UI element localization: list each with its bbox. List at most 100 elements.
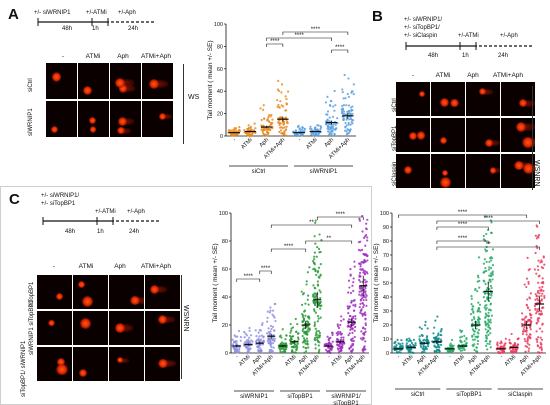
data-point xyxy=(502,349,505,352)
data-point xyxy=(539,313,542,316)
y-tick-label: 80 xyxy=(217,44,223,50)
y-tick-label: 0 xyxy=(220,134,223,140)
data-point xyxy=(358,287,362,290)
data-point xyxy=(419,343,422,346)
data-point xyxy=(471,335,474,338)
data-point xyxy=(472,316,476,319)
data-point xyxy=(347,291,350,294)
data-point xyxy=(302,317,306,320)
data-point xyxy=(488,279,491,282)
data-point xyxy=(313,251,316,254)
comet-head xyxy=(81,295,94,307)
data-point xyxy=(536,289,540,293)
group-label: siTopBP1 xyxy=(333,401,359,405)
data-point xyxy=(345,118,348,121)
data-point xyxy=(359,275,362,278)
data-point xyxy=(261,108,265,111)
significance-bracket xyxy=(331,49,349,53)
data-point xyxy=(270,345,273,349)
data-point xyxy=(285,128,288,131)
ws-bar-c xyxy=(181,275,182,379)
data-point xyxy=(305,330,308,333)
data-point xyxy=(487,329,490,332)
data-point xyxy=(248,326,251,330)
data-point xyxy=(326,350,330,353)
data-point xyxy=(305,337,309,340)
comet-tail xyxy=(521,123,535,132)
data-point xyxy=(364,327,367,330)
data-point xyxy=(347,279,351,282)
comet-head xyxy=(79,318,91,330)
data-point xyxy=(401,345,404,348)
data-point xyxy=(484,282,487,286)
data-point xyxy=(271,351,274,354)
data-point xyxy=(527,280,530,284)
timeline-c-dur-2: 1h xyxy=(97,229,104,235)
comet-tile xyxy=(501,118,535,152)
data-point xyxy=(271,118,274,121)
data-point xyxy=(313,258,316,261)
data-point xyxy=(342,318,345,321)
y-tick-label: 60 xyxy=(217,67,223,73)
data-point xyxy=(247,340,250,343)
data-point xyxy=(472,329,475,332)
group-label: siWRNIP1 xyxy=(240,394,268,400)
data-point xyxy=(314,269,317,273)
data-point xyxy=(313,286,316,289)
data-point xyxy=(534,308,537,311)
data-point xyxy=(460,329,464,333)
data-point xyxy=(343,73,346,77)
data-point xyxy=(471,343,474,347)
data-point xyxy=(528,297,532,300)
data-point xyxy=(405,342,408,345)
data-point xyxy=(244,332,247,335)
y-tick-label: 10 xyxy=(383,337,389,343)
data-point xyxy=(336,343,339,346)
data-point xyxy=(463,348,466,351)
data-point xyxy=(354,317,357,320)
panel-c: C +/- siWRNIP1/ +/- siTopBP1 +/-ATMi +/-… xyxy=(0,186,372,405)
data-point xyxy=(348,286,351,289)
data-point xyxy=(359,249,362,252)
data-point xyxy=(269,340,272,343)
data-point xyxy=(248,329,251,332)
data-point xyxy=(478,286,481,289)
data-point xyxy=(250,339,253,342)
data-point xyxy=(349,273,352,276)
data-point xyxy=(258,335,261,338)
comet-head xyxy=(442,169,449,176)
data-point xyxy=(252,129,256,132)
data-point xyxy=(359,265,362,268)
data-point xyxy=(365,298,368,302)
data-point xyxy=(284,116,288,119)
data-point xyxy=(487,333,490,336)
data-point xyxy=(247,126,251,130)
data-point xyxy=(313,133,316,137)
data-point xyxy=(526,306,530,309)
data-point xyxy=(488,342,491,346)
data-point xyxy=(437,337,440,340)
data-point xyxy=(283,126,286,129)
comet-head xyxy=(439,136,448,145)
data-point xyxy=(239,339,242,342)
significance-label: **** xyxy=(458,222,468,228)
data-point xyxy=(535,244,538,248)
data-point xyxy=(365,254,368,257)
group-label: siCtrl xyxy=(252,169,266,175)
data-point xyxy=(540,289,543,292)
data-point xyxy=(348,332,351,335)
data-point xyxy=(318,336,321,339)
data-point xyxy=(327,342,331,346)
data-point xyxy=(273,316,276,319)
data-point xyxy=(302,337,306,340)
data-point xyxy=(525,304,529,307)
data-point xyxy=(261,322,264,325)
data-point xyxy=(303,310,306,313)
comet-head xyxy=(159,112,167,120)
data-point xyxy=(340,315,343,318)
data-point xyxy=(293,343,296,346)
data-point xyxy=(248,133,252,137)
data-point xyxy=(330,123,333,127)
data-point xyxy=(360,290,363,293)
data-point xyxy=(485,344,488,347)
